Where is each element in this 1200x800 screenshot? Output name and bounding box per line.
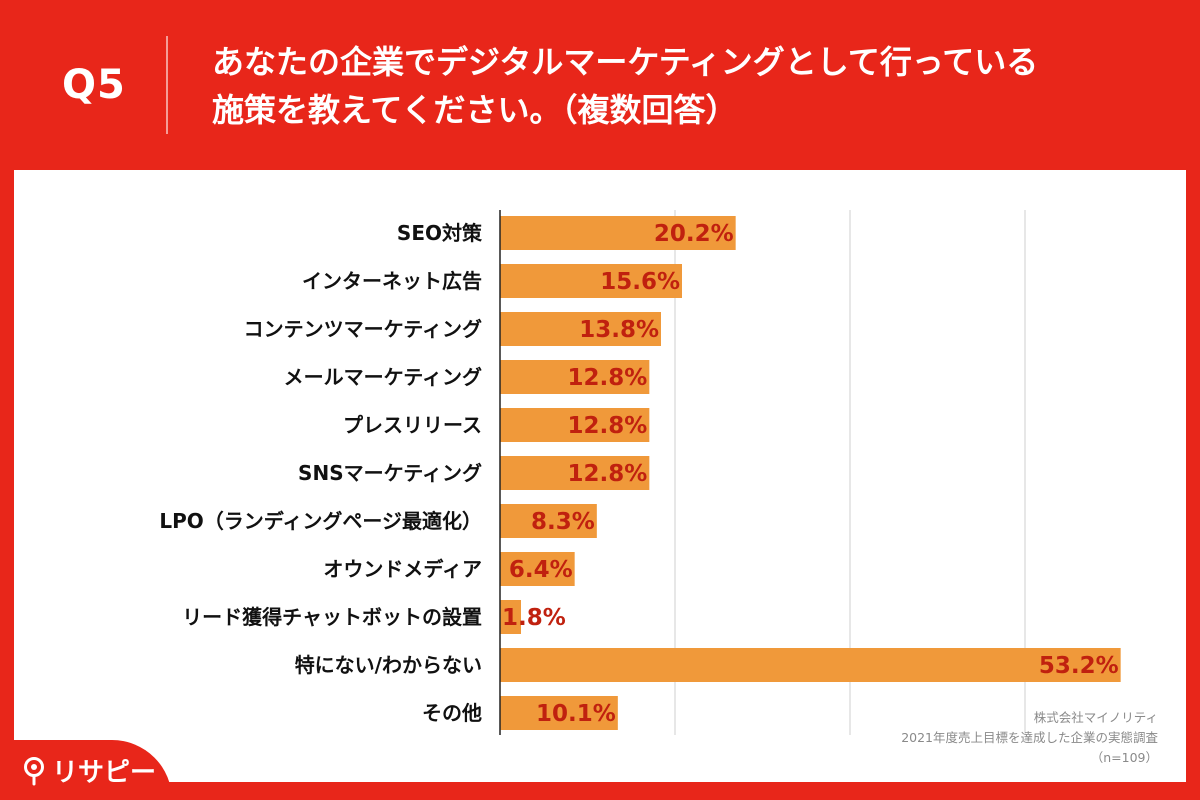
question-title-line2: 施策を教えてください。（複数回答） <box>212 91 738 129</box>
category-label: その他 <box>422 701 482 725</box>
bar <box>500 216 736 250</box>
category-label: SNSマーケティング <box>298 461 482 485</box>
pin-icon <box>24 756 44 785</box>
bar <box>500 408 650 442</box>
bar <box>500 312 661 346</box>
bar-chart: SEO対策 20.2% インターネット広告 15.6% コンテンツマーケティング 13.8… <box>159 210 1121 735</box>
question-title: あなたの企業でデジタルマーケティングとして行っている 施策を教えてください。（複… <box>212 38 1172 134</box>
category-label: コンテンツマーケティング <box>244 317 482 341</box>
logo-text: リサピー <box>52 758 157 788</box>
value-label: 20.2% <box>654 221 734 247</box>
category-label: SEO対策 <box>397 221 483 245</box>
value-label: 15.6% <box>600 269 680 295</box>
category-label: オウンドメディア <box>323 557 482 581</box>
category-label: LPO（ランディングページ最適化） <box>159 509 482 533</box>
value-label: 1.8% <box>502 605 566 631</box>
source-company: 株式会社マイノリティ <box>1033 710 1158 725</box>
bar <box>500 360 650 394</box>
question-title-line1: あなたの企業でデジタルマーケティングとして行っている <box>212 43 1039 81</box>
bar <box>500 456 650 490</box>
bar <box>500 600 521 634</box>
source-note: 株式会社マイノリティ 2021年度売上目標を達成した企業の実態調査 （n=109… <box>901 708 1158 768</box>
value-label: 12.8% <box>568 461 648 487</box>
value-label: 13.8% <box>579 317 659 343</box>
bar <box>500 648 1121 682</box>
category-label: 特にない/わからない <box>295 653 482 677</box>
value-label: 12.8% <box>568 365 648 391</box>
bar <box>500 696 618 730</box>
value-label: 53.2% <box>1039 653 1119 679</box>
source-sample: （n=109） <box>1090 750 1158 765</box>
bar <box>500 504 597 538</box>
brand-logo: リサピー <box>22 752 156 789</box>
bar <box>500 264 682 298</box>
category-label: プレスリリース <box>343 413 482 437</box>
category-label: メールマーケティング <box>284 365 482 389</box>
value-label: 6.4% <box>509 557 573 583</box>
question-number: Q5 <box>62 62 126 108</box>
value-label: 12.8% <box>568 413 648 439</box>
value-label: 8.3% <box>531 509 595 535</box>
value-label: 10.1% <box>536 701 616 727</box>
bar <box>500 552 575 586</box>
header: Q5 あなたの企業でデジタルマーケティングとして行っている 施策を教えてください… <box>0 0 1200 170</box>
category-label: インターネット広告 <box>302 269 482 293</box>
source-survey: 2021年度売上目標を達成した企業の実態調査 <box>901 730 1158 745</box>
header-divider <box>166 36 168 134</box>
logo-tab <box>0 740 172 800</box>
category-label: リード獲得チャットボットの設置 <box>182 605 482 629</box>
